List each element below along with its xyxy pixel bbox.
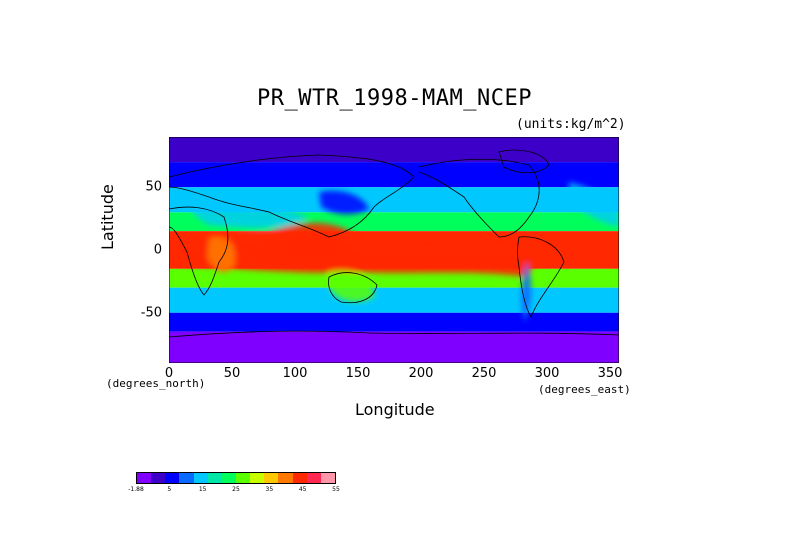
south-america-coast — [517, 236, 565, 318]
australia-coast — [328, 272, 378, 304]
x-tick: 250 — [471, 366, 497, 381]
colorbar-swatch — [235, 473, 251, 483]
x-axis-label: Longitude — [355, 400, 435, 419]
andes-dry — [521, 262, 532, 322]
west-pacific-warm-pool — [269, 222, 359, 258]
colorbar-label: 25 — [232, 486, 240, 493]
lat-band-0 — [169, 137, 619, 163]
colorbar-swatch — [278, 473, 293, 483]
australia-green — [329, 270, 374, 302]
lat-band-7 — [169, 312, 619, 332]
x-tick: 50 — [223, 366, 241, 381]
colorbar-label: 5 — [167, 486, 172, 493]
colorbar-swatch — [137, 473, 152, 483]
africa-orange — [207, 236, 236, 273]
north-america-coast — [418, 158, 540, 238]
colorbar-swatch — [250, 473, 265, 483]
y-tick: 50 — [145, 179, 162, 195]
colorbar-swatch — [165, 473, 180, 483]
tibet-dry — [319, 190, 369, 215]
colorbar-swatch — [306, 473, 321, 483]
lat-band-1 — [169, 162, 619, 188]
colorbar-label: 15 — [198, 486, 207, 493]
colorbar-swatch — [193, 473, 208, 483]
colorbar-label: 35 — [265, 486, 274, 493]
colorbar — [136, 472, 336, 484]
colorbar-swatch — [292, 473, 307, 483]
amazon-red — [519, 236, 550, 264]
colorbar-swatch — [320, 473, 335, 483]
tropical-red-core — [174, 232, 534, 277]
colorbar-label: 45 — [298, 486, 307, 493]
y-units: (degrees_north) — [106, 377, 206, 390]
colorbar-swatch — [207, 473, 222, 483]
colorbar-swatch — [179, 473, 194, 483]
colorbar-label: -1.88 — [128, 486, 144, 493]
colorbar-swatch — [221, 473, 236, 483]
colorbar-swatch — [151, 473, 166, 483]
colorbar-label: 55 — [332, 486, 340, 493]
north-atlantic-cyan — [569, 182, 619, 227]
coastlines — [169, 149, 619, 338]
eurasia-coast — [169, 154, 415, 238]
lat-band-6 — [169, 287, 619, 313]
greenland-coast — [498, 149, 550, 174]
sahara-dry — [188, 196, 309, 229]
x-tick: 0 — [164, 366, 174, 381]
y-axis-label: Latitude — [98, 184, 117, 250]
africa-coast — [169, 206, 229, 296]
x-tick: 200 — [408, 366, 434, 381]
heatmap-plot — [169, 137, 619, 363]
regional-features — [174, 182, 619, 322]
units-label: (units:kg/m^2) — [516, 117, 626, 132]
x-tick: 100 — [282, 366, 308, 381]
y-tick: 0 — [153, 242, 162, 258]
antarctica-coast — [169, 330, 619, 338]
y-tick: -50 — [140, 305, 162, 321]
x-units: (degrees_east) — [538, 383, 631, 396]
lat-band-8 — [169, 331, 619, 363]
x-tick: 350 — [597, 366, 623, 381]
x-tick: 300 — [534, 366, 560, 381]
colorbar-swatch — [264, 473, 279, 483]
x-tick: 150 — [345, 366, 371, 381]
chart-title: PR_WTR_1998-MAM_NCEP — [257, 86, 532, 111]
